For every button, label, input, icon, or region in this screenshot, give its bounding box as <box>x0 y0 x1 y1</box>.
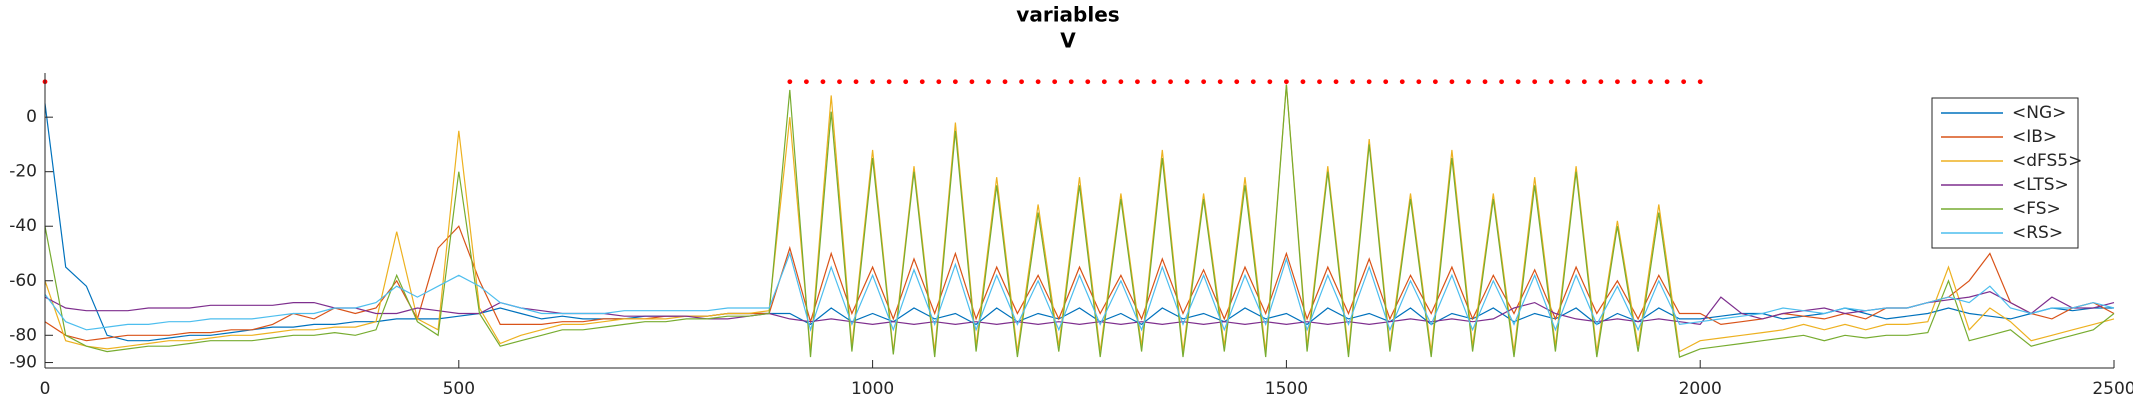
event-marker <box>1234 79 1240 85</box>
y-tick-label: -80 <box>9 325 37 345</box>
event-marker <box>1002 79 1008 85</box>
legend-label: <NG> <box>2012 103 2066 123</box>
event-marker <box>1499 79 1504 85</box>
event-marker <box>1581 79 1587 85</box>
y-tick-label: -60 <box>9 271 37 291</box>
event-marker <box>1532 79 1538 85</box>
event-marker <box>1300 79 1306 85</box>
event-marker <box>1035 79 1041 85</box>
plot-area <box>42 79 2115 358</box>
chart-title: variables <box>1016 3 1119 27</box>
event-marker <box>936 79 942 85</box>
event-marker <box>820 79 826 85</box>
y-tick-label: -20 <box>9 162 37 182</box>
y-tick-label: -90 <box>9 353 37 373</box>
x-tick-label: 500 <box>443 379 475 399</box>
event-marker <box>1482 79 1488 85</box>
series-line <box>44 251 2115 332</box>
event-marker <box>886 79 892 85</box>
event-marker <box>1697 79 1703 85</box>
x-tick-label: 0 <box>40 379 51 399</box>
event-marker <box>1184 79 1190 85</box>
event-marker <box>1201 79 1207 85</box>
event-marker <box>1350 79 1356 85</box>
x-tick-label: 1500 <box>1265 379 1308 399</box>
y-tick-label: -40 <box>9 216 37 236</box>
event-marker <box>969 79 975 85</box>
event-marker <box>1052 79 1058 85</box>
event-marker <box>1267 79 1273 85</box>
x-tick-label: 2000 <box>1679 379 1722 399</box>
event-marker <box>1515 79 1521 85</box>
event-marker <box>1317 79 1322 85</box>
event-marker <box>1118 79 1124 85</box>
event-marker <box>903 79 909 85</box>
event-marker <box>1068 79 1074 85</box>
series-line <box>44 291 2115 326</box>
event-marker <box>1449 79 1455 85</box>
legend-label: <dFS5> <box>2012 151 2082 171</box>
event-marker <box>1615 79 1620 85</box>
event-marker <box>952 79 958 85</box>
event-marker <box>986 79 991 85</box>
event-marker <box>803 79 809 85</box>
event-marker <box>1284 79 1289 85</box>
event-marker <box>870 79 875 85</box>
event-marker <box>1101 79 1107 85</box>
event-marker <box>1466 79 1471 85</box>
event-marker <box>1416 79 1422 85</box>
event-marker <box>1135 79 1140 85</box>
x-tick-label: 1000 <box>851 379 894 399</box>
event-marker <box>1598 79 1604 85</box>
event-marker <box>1383 79 1389 85</box>
event-marker <box>1681 79 1687 85</box>
event-marker <box>1333 79 1339 85</box>
series-line <box>44 84 2115 358</box>
chart-subtitle: V <box>1060 29 1076 53</box>
event-marker <box>837 79 842 85</box>
event-marker <box>1631 79 1637 85</box>
y-tick-label: 0 <box>26 107 37 127</box>
series-line <box>44 103 2114 342</box>
legend-label: <LTS> <box>2012 175 2069 195</box>
x-tick-label: 2500 <box>2092 379 2133 399</box>
legend-box <box>1931 97 2079 249</box>
event-marker <box>1217 79 1223 85</box>
event-marker <box>1019 79 1024 85</box>
event-marker <box>787 79 793 85</box>
legend: <NG> <IB> <dFS5> <LTS> <FS> <RS> <box>1931 97 2082 249</box>
event-marker <box>1250 79 1256 85</box>
legend-label: <RS> <box>2012 223 2063 243</box>
event-marker <box>1366 79 1372 85</box>
event-marker <box>1648 79 1653 85</box>
event-marker <box>1085 79 1091 85</box>
legend-label: <FS> <box>2012 199 2061 219</box>
event-marker <box>1565 79 1571 85</box>
event-marker <box>1168 79 1173 85</box>
event-marker <box>853 79 859 85</box>
event-marker <box>1664 79 1670 85</box>
series-line <box>44 84 2115 353</box>
event-marker <box>1548 79 1554 85</box>
event-marker <box>919 79 925 85</box>
event-marker <box>1399 79 1405 85</box>
legend-label: <IB> <box>2012 127 2057 147</box>
event-marker <box>1432 79 1438 85</box>
event-marker <box>1151 79 1157 85</box>
